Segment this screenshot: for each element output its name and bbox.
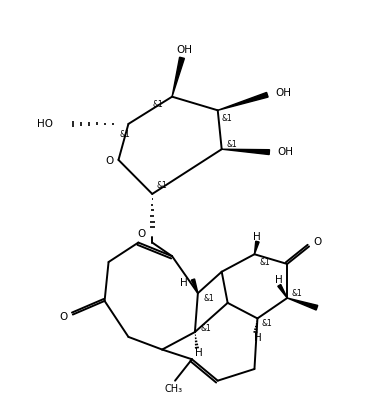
Text: O: O xyxy=(314,237,322,246)
Text: CH₃: CH₃ xyxy=(164,384,182,395)
Text: &1: &1 xyxy=(119,130,130,139)
Text: H: H xyxy=(254,333,261,343)
Text: OH: OH xyxy=(176,45,192,55)
Text: &1: &1 xyxy=(292,289,303,298)
Polygon shape xyxy=(278,284,287,298)
Polygon shape xyxy=(222,149,269,154)
Text: O: O xyxy=(105,156,114,166)
Text: O: O xyxy=(137,229,145,239)
Text: &1: &1 xyxy=(221,114,232,122)
Text: O: O xyxy=(60,312,68,322)
Text: OH: OH xyxy=(275,88,291,98)
Text: OH: OH xyxy=(277,147,293,157)
Text: &1: &1 xyxy=(153,100,164,109)
Text: &1: &1 xyxy=(201,324,211,333)
Text: &1: &1 xyxy=(259,258,270,267)
Text: H: H xyxy=(180,278,188,288)
Text: &1: &1 xyxy=(262,319,273,328)
Text: H: H xyxy=(195,348,203,358)
Text: &1: &1 xyxy=(203,295,214,303)
Polygon shape xyxy=(254,241,259,254)
Polygon shape xyxy=(287,298,318,310)
Text: H: H xyxy=(253,232,260,242)
Polygon shape xyxy=(172,57,184,97)
Polygon shape xyxy=(218,92,268,110)
Text: &1: &1 xyxy=(226,140,237,149)
Polygon shape xyxy=(191,279,198,293)
Text: &1: &1 xyxy=(157,181,168,190)
Text: HO: HO xyxy=(37,119,53,129)
Text: H: H xyxy=(275,275,283,286)
